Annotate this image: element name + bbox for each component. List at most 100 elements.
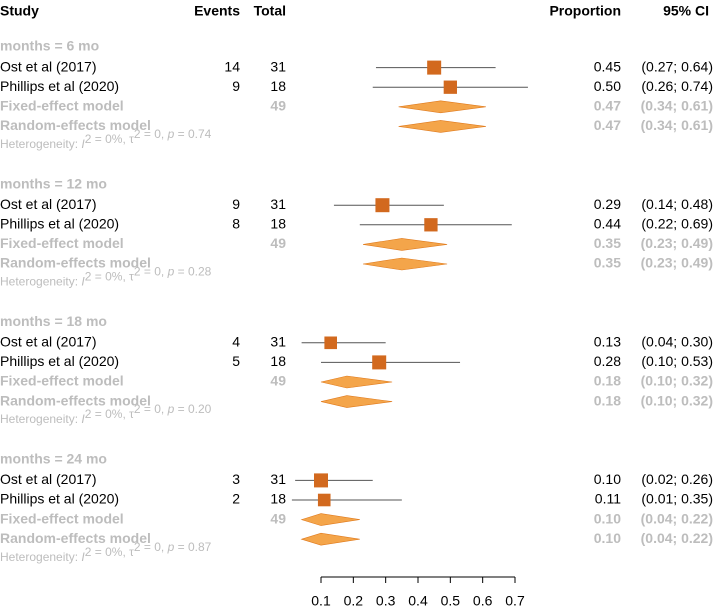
fixed-effect-total: 49 bbox=[270, 510, 286, 526]
study-square bbox=[372, 355, 387, 370]
study-ci: (0.27; 0.64) bbox=[641, 58, 713, 74]
study-events: 5 bbox=[232, 353, 240, 369]
heterogeneity-prefix: Heterogeneity: bbox=[0, 137, 81, 151]
random-effects-ci: (0.34; 0.61) bbox=[641, 117, 713, 133]
random-effects-proportion: 0.47 bbox=[594, 117, 621, 133]
tau-symbol: τ bbox=[129, 132, 134, 146]
tau-value: = 0, bbox=[141, 127, 168, 141]
random-effects-label: Random-effects model bbox=[0, 117, 151, 133]
tau-value: = 0, bbox=[141, 265, 168, 279]
heterogeneity-text: Heterogeneity: I2 = 0%, τ2 = 0, p = 0.87 bbox=[0, 540, 212, 564]
study-ci: (0.22; 0.69) bbox=[641, 216, 713, 232]
study-name: Ost et al (2017) bbox=[0, 471, 97, 487]
p-value: = 0.74 bbox=[174, 127, 211, 141]
study-square bbox=[443, 80, 457, 94]
header-events: Events bbox=[194, 3, 240, 19]
study-proportion: 0.13 bbox=[594, 334, 621, 350]
tau-symbol: τ bbox=[129, 270, 134, 284]
study-proportion: 0.29 bbox=[594, 196, 621, 212]
study-events: 3 bbox=[232, 471, 240, 487]
study-total: 31 bbox=[270, 58, 286, 74]
fixed-effect-diamond bbox=[398, 100, 486, 114]
i2-exponent: 2 bbox=[85, 545, 92, 559]
study-events: 8 bbox=[232, 216, 240, 232]
fixed-effect-diamond bbox=[300, 513, 360, 526]
random-effects-ci: (0.10; 0.32) bbox=[641, 392, 713, 408]
i2-symbol: I bbox=[81, 550, 85, 564]
heterogeneity-text: Heterogeneity: I2 = 0%, τ2 = 0, p = 0.28 bbox=[0, 265, 212, 289]
fixed-effect-proportion: 0.10 bbox=[594, 510, 621, 526]
group-label: months = 24 mo bbox=[0, 451, 107, 467]
study-name: Ost et al (2017) bbox=[0, 58, 97, 74]
x-axis-tick-label: 0.6 bbox=[473, 593, 493, 608]
tau-exponent: 2 bbox=[134, 540, 141, 554]
tau-exponent: 2 bbox=[134, 402, 141, 416]
fixed-effect-proportion: 0.35 bbox=[594, 235, 621, 251]
study-events: 2 bbox=[232, 491, 240, 507]
study-name: Phillips et al (2020) bbox=[0, 78, 119, 94]
i2-value: = 0%, bbox=[91, 132, 129, 146]
fixed-effect-label: Fixed-effect model bbox=[0, 510, 124, 526]
heterogeneity-prefix: Heterogeneity: bbox=[0, 275, 81, 289]
fixed-effect-diamond bbox=[362, 238, 448, 251]
study-name: Phillips et al (2020) bbox=[0, 491, 119, 507]
study-name: Ost et al (2017) bbox=[0, 334, 97, 350]
random-effects-proportion: 0.18 bbox=[594, 392, 621, 408]
i2-exponent: 2 bbox=[85, 407, 92, 421]
heterogeneity-prefix: Heterogeneity: bbox=[0, 412, 81, 426]
study-proportion: 0.44 bbox=[594, 216, 621, 232]
random-effects-ci: (0.04; 0.22) bbox=[641, 530, 713, 546]
study-ci: (0.02; 0.26) bbox=[641, 471, 713, 487]
study-proportion: 0.11 bbox=[595, 491, 621, 507]
x-axis-tick-label: 0.1 bbox=[311, 593, 331, 608]
study-total: 18 bbox=[270, 216, 286, 232]
tau-value: = 0, bbox=[141, 540, 168, 554]
random-effects-diamond bbox=[398, 120, 486, 133]
fixed-effect-total: 49 bbox=[270, 373, 286, 389]
p-value: = 0.20 bbox=[174, 402, 211, 416]
study-square bbox=[427, 60, 442, 75]
study-square bbox=[375, 198, 390, 213]
heterogeneity-prefix: Heterogeneity: bbox=[0, 550, 81, 564]
study-events: 14 bbox=[224, 58, 240, 74]
heterogeneity-text: Heterogeneity: I2 = 0%, τ2 = 0, p = 0.20 bbox=[0, 402, 212, 426]
p-symbol: p bbox=[167, 540, 175, 554]
i2-value: = 0%, bbox=[91, 407, 129, 421]
study-ci: (0.10; 0.53) bbox=[641, 353, 713, 369]
study-events: 4 bbox=[232, 334, 240, 350]
study-ci: (0.26; 0.74) bbox=[641, 78, 713, 94]
study-events: 9 bbox=[232, 78, 240, 94]
random-effects-label: Random-effects model bbox=[0, 392, 151, 408]
study-events: 9 bbox=[232, 196, 240, 212]
i2-exponent: 2 bbox=[85, 270, 92, 284]
x-axis-tick-label: 0.2 bbox=[344, 593, 364, 608]
fixed-effect-ci: (0.10; 0.32) bbox=[641, 373, 713, 389]
tau-exponent: 2 bbox=[134, 265, 141, 279]
tau-exponent: 2 bbox=[134, 127, 141, 141]
group-label: months = 6 mo bbox=[0, 38, 99, 54]
i2-exponent: 2 bbox=[85, 132, 92, 146]
random-effects-label: Random-effects model bbox=[0, 255, 151, 271]
header-ci: 95% CI bbox=[663, 3, 709, 19]
group-label: months = 12 mo bbox=[0, 175, 107, 191]
x-axis-tick-label: 0.3 bbox=[376, 593, 396, 608]
random-effects-diamond bbox=[300, 532, 360, 546]
study-name: Phillips et al (2020) bbox=[0, 216, 119, 232]
p-value: = 0.87 bbox=[174, 540, 211, 554]
group-label: months = 18 mo bbox=[0, 313, 107, 329]
header-proportion: Proportion bbox=[549, 3, 621, 19]
study-total: 31 bbox=[270, 334, 286, 350]
study-total: 18 bbox=[270, 353, 286, 369]
fixed-effect-label: Fixed-effect model bbox=[0, 235, 124, 251]
i2-symbol: I bbox=[81, 275, 85, 289]
fixed-effect-label: Fixed-effect model bbox=[0, 98, 124, 114]
fixed-effect-proportion: 0.18 bbox=[594, 373, 621, 389]
i2-symbol: I bbox=[81, 137, 85, 151]
tau-symbol: τ bbox=[129, 407, 134, 421]
i2-value: = 0%, bbox=[91, 270, 129, 284]
fixed-effect-label: Fixed-effect model bbox=[0, 373, 124, 389]
study-name: Phillips et al (2020) bbox=[0, 353, 119, 369]
random-effects-label: Random-effects model bbox=[0, 530, 151, 546]
x-axis-tick-label: 0.7 bbox=[505, 593, 525, 608]
